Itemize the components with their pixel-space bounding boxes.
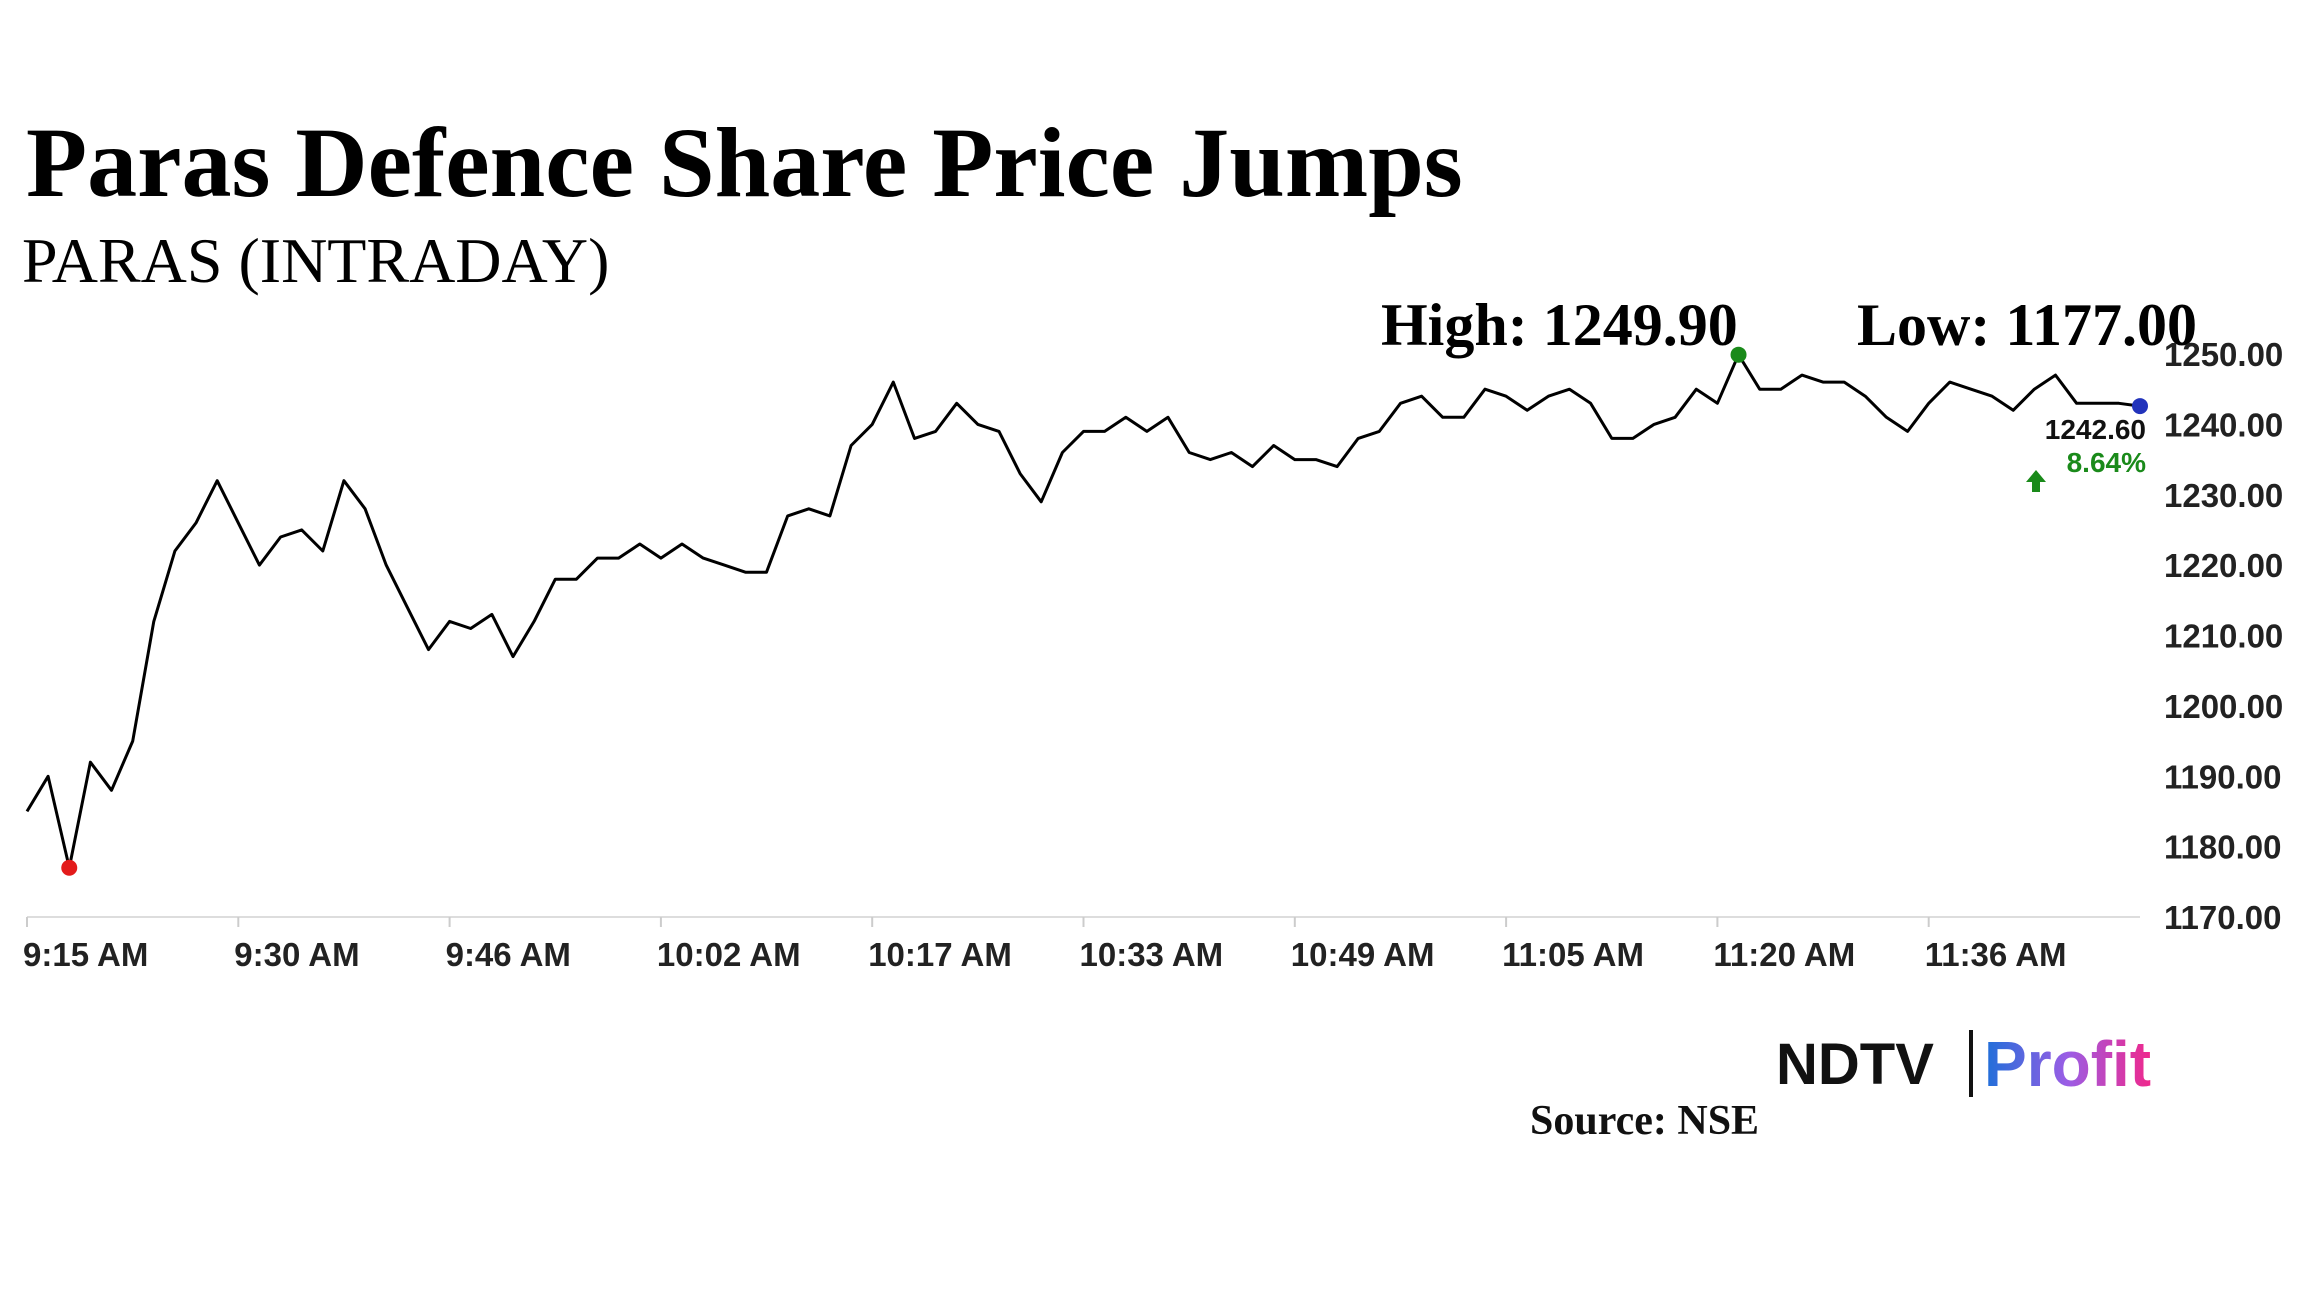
chart-title: Paras Defence Share Price Jumps [26, 107, 1463, 218]
x-tick-label: 11:20 AM [1713, 936, 1855, 973]
y-tick-label: 1190.00 [2164, 758, 2281, 795]
change-percent: 8.64% [2067, 447, 2146, 478]
x-tick-label: 11:36 AM [1925, 936, 2067, 973]
x-tick-label: 9:46 AM [446, 936, 571, 973]
low-marker [61, 859, 78, 876]
x-tick-label: 10:17 AM [868, 936, 1012, 973]
y-tick-label: 1210.00 [2164, 618, 2283, 655]
x-tick-label: 9:30 AM [234, 936, 359, 973]
y-tick-label: 1250.00 [2164, 336, 2283, 373]
high-marker [1730, 346, 1747, 363]
chart-subtitle: PARAS (INTRADAY) [22, 225, 609, 296]
x-tick-label: 10:02 AM [657, 936, 801, 973]
low-annotation: Low: 1177.00 [1857, 292, 2197, 358]
brand-ndtv: NDTV [1776, 1032, 1934, 1097]
y-tick-label: 1230.00 [2164, 477, 2283, 514]
price-line [25, 353, 2141, 870]
source-note: Source: NSE [1530, 1098, 1759, 1144]
x-tick-label: 11:05 AM [1502, 936, 1644, 973]
high-annotation: High: 1249.90 [1381, 292, 1738, 358]
brand-profit: Profit [1984, 1028, 2151, 1100]
y-tick-label: 1170.00 [2164, 899, 2281, 936]
x-tick-label: 10:49 AM [1291, 936, 1435, 973]
x-tick-label: 10:33 AM [1080, 936, 1224, 973]
last-marker [2132, 398, 2148, 415]
x-tick-label: 9:15 AM [23, 936, 148, 973]
last-value: 1242.60 [2045, 414, 2146, 445]
y-tick-label: 1220.00 [2164, 547, 2283, 584]
y-tick-label: 1180.00 [2164, 829, 2281, 866]
y-tick-label: 1240.00 [2164, 406, 2283, 443]
y-tick-label: 1200.00 [2164, 688, 2283, 725]
up-arrow [2026, 470, 2046, 492]
